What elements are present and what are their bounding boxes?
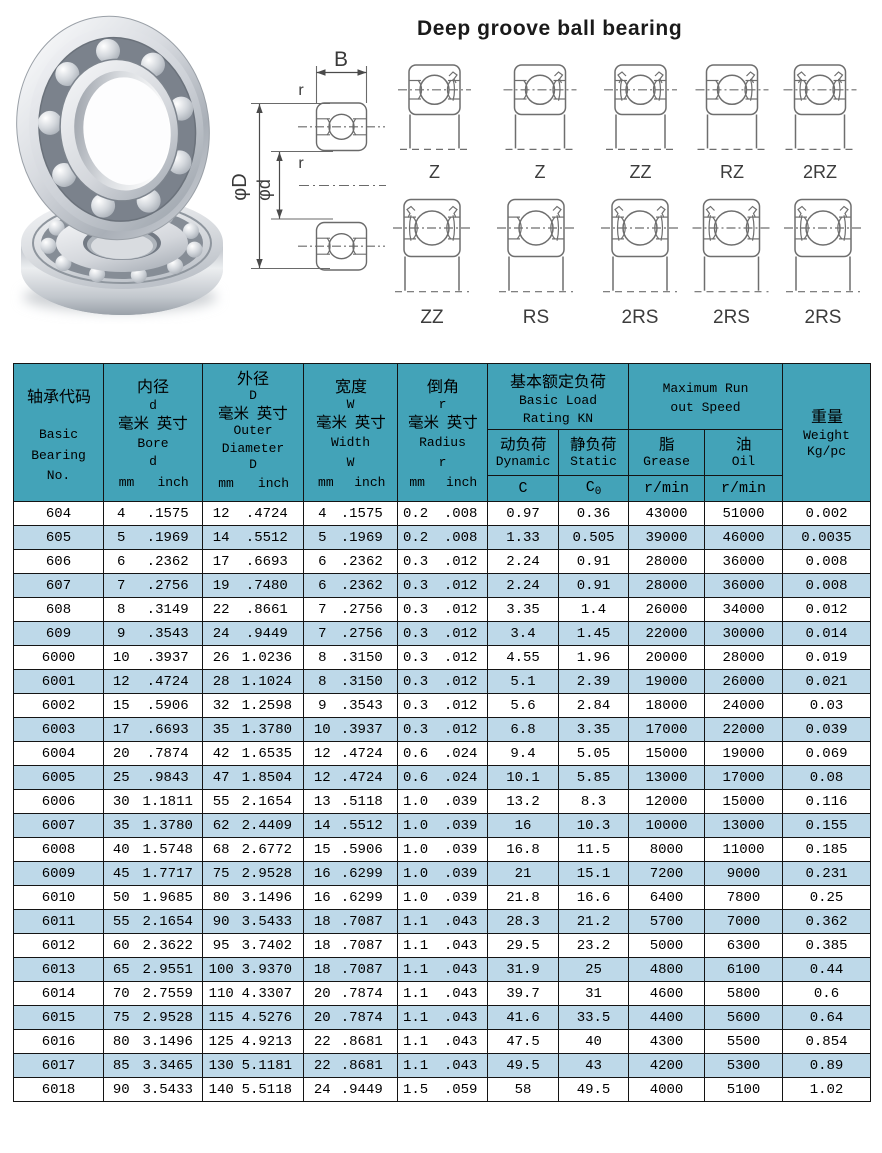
svg-text:2RS: 2RS	[713, 307, 750, 328]
svg-text:B: B	[334, 48, 348, 71]
svg-text:2RZ: 2RZ	[803, 162, 837, 182]
svg-text:r: r	[298, 155, 304, 172]
svg-text:RS: RS	[523, 307, 549, 328]
svg-text:φD: φD	[230, 173, 251, 200]
svg-text:Z: Z	[429, 162, 440, 182]
svg-text:RZ: RZ	[720, 162, 744, 182]
svg-text:2RS: 2RS	[622, 307, 659, 328]
svg-text:r: r	[298, 82, 304, 99]
svg-text:ZZ: ZZ	[630, 162, 652, 182]
svg-text:Z: Z	[535, 162, 546, 182]
svg-text:2RS: 2RS	[805, 307, 842, 328]
svg-text:φd: φd	[254, 179, 274, 201]
svg-text:ZZ: ZZ	[420, 307, 444, 328]
